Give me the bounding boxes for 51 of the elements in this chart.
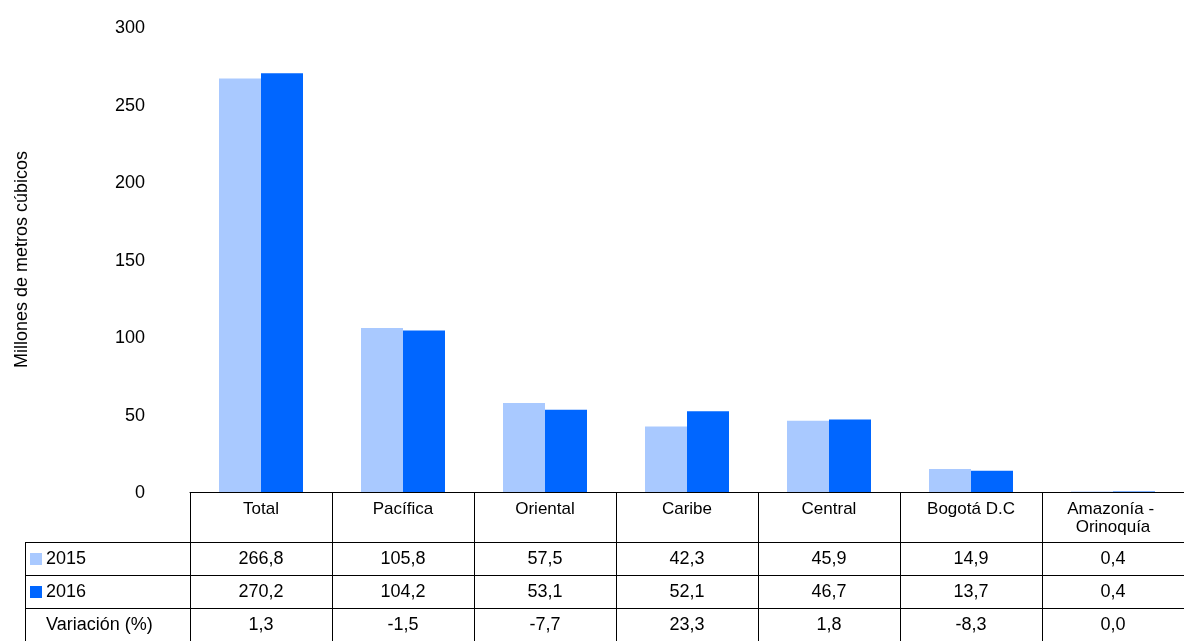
bar [687, 411, 729, 492]
y-tick-label: 50 [124, 404, 145, 425]
legend-label: 2015 [46, 548, 87, 569]
bar [361, 328, 403, 492]
data-label: 13,7 [952, 580, 990, 603]
bar [787, 420, 829, 492]
x-tick-label: Bogotá D.C [927, 498, 1015, 518]
x-tick-label: Oriental [515, 498, 575, 518]
data-label: 53,1 [526, 580, 564, 603]
text: 1,8 [815, 613, 843, 636]
bar [829, 419, 871, 492]
data-label: 0,4 [1099, 580, 1127, 603]
text: 23,3 [668, 613, 706, 636]
data-label: 57,5 [526, 547, 564, 570]
bar [645, 426, 687, 492]
bar [929, 468, 971, 492]
data-label: 0,4 [1099, 547, 1127, 570]
data-label: 104,2 [379, 580, 427, 603]
text: 1,3 [247, 613, 275, 636]
x-tick-label: Central [801, 498, 857, 518]
bar [545, 409, 587, 492]
bar [219, 78, 261, 492]
legend-label: 2016 [46, 581, 87, 602]
text: -8,3 [954, 613, 988, 636]
data-label: 45,9 [810, 547, 848, 570]
data-label: 46,7 [810, 580, 848, 603]
x-tick-label: Caribe [661, 498, 713, 518]
y-tick-label: 0 [134, 482, 145, 502]
x-tick-label: Total [243, 498, 279, 518]
text: 0,0 [1099, 613, 1127, 636]
text: Variación (%) [46, 613, 153, 636]
x-tick-label: Pacífica [372, 498, 434, 518]
bar [261, 73, 303, 492]
data-label: 14,9 [952, 547, 990, 570]
y-tick-label: 250 [114, 94, 145, 115]
y-tick-label: 100 [114, 327, 145, 347]
y-tick-label: 200 [114, 172, 145, 192]
bar [503, 402, 545, 492]
text: -7,7 [528, 613, 562, 636]
data-label: 52,1 [668, 580, 706, 603]
y-tick-label: 300 [114, 17, 145, 37]
data-label: 266,8 [237, 547, 285, 570]
bar [971, 470, 1013, 492]
x-tick-label: Amazonía - Orinoquía [1067, 498, 1159, 536]
y-tick-label: 150 [114, 249, 145, 270]
bar [403, 330, 445, 492]
data-label: 270,2 [237, 580, 285, 603]
y-axis-title: Millones de metros cúbicos [11, 150, 31, 369]
data-label: 42,3 [668, 547, 706, 570]
text: -1,5 [386, 613, 420, 636]
data-label: 105,8 [379, 547, 427, 570]
